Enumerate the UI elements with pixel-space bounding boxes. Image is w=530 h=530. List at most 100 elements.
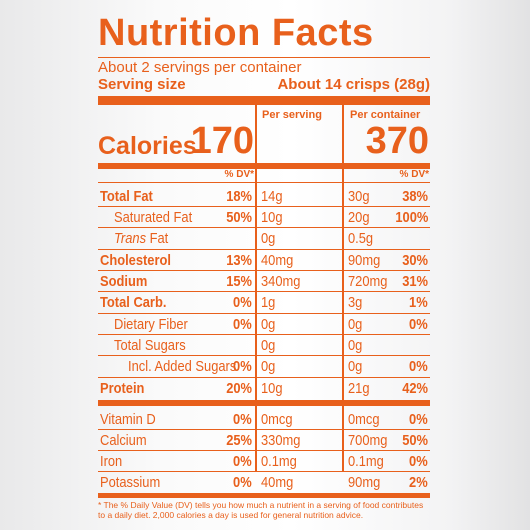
container-dv: 0% (409, 453, 428, 470)
title-rule (98, 57, 430, 58)
serving-dv: 50% (226, 209, 252, 226)
serving-dv: 18% (226, 188, 252, 205)
nutrient-label: Incl. Added Sugars (128, 358, 237, 375)
row-rule (98, 227, 430, 228)
calories-label: Calories (98, 132, 197, 160)
container-amount: 0.5g (348, 230, 374, 247)
container-dv: 0% (409, 358, 428, 375)
row-rule (98, 291, 430, 292)
container-dv: 38% (402, 188, 428, 205)
nutrient-label: Calcium (100, 432, 147, 449)
row-rule (98, 450, 430, 451)
serving-dv: 0% (233, 411, 252, 428)
trans-rest: Fat (146, 230, 169, 247)
nutrient-label: Potassium (100, 474, 161, 491)
serving-dv: 0% (233, 474, 252, 491)
thick-rule-bottom (98, 494, 430, 498)
serving-amount: 0.1mg (261, 453, 297, 470)
container-amount: 3g (348, 294, 363, 311)
serving-amount: 10g (261, 380, 283, 397)
nutrient-label: Protein (100, 380, 145, 397)
serving-amount: 0g (261, 358, 276, 375)
footnote: * The % Daily Value (DV) tells you how m… (98, 500, 424, 520)
nutrient-label: Saturated Fat (114, 209, 193, 226)
per-container-label: Per container (350, 109, 421, 121)
row-rule (98, 313, 430, 314)
container-dv: 1% (409, 294, 428, 311)
container-dv: 42% (402, 380, 428, 397)
nutrient-label: Iron (100, 453, 123, 470)
row-rule (98, 334, 430, 335)
row-rule (98, 206, 430, 207)
serving-dv: 20% (226, 380, 252, 397)
container-amount: 0g (348, 337, 363, 354)
serving-amount: 0g (261, 337, 276, 354)
nutrition-facts-title: Nutrition Facts (98, 12, 374, 54)
trans-italic: Trans (114, 230, 147, 247)
nutrient-label: Total Sugars (114, 337, 186, 354)
per-serving-label: Per serving (262, 109, 322, 121)
container-dv: 2% (409, 474, 428, 491)
dv-header-rule (98, 182, 430, 183)
serving-amount: 10g (261, 209, 283, 226)
container-amount: 20g (348, 209, 370, 226)
nutrient-label: Dietary Fiber (114, 316, 188, 333)
container-amount: 700mg (348, 432, 388, 449)
row-rule (98, 270, 430, 271)
row-rule (98, 429, 430, 430)
container-dv: 0% (409, 316, 428, 333)
serving-amount: 0g (261, 316, 276, 333)
thick-rule-calories (98, 163, 430, 169)
container-amount: 90mg (348, 252, 381, 269)
row-rule (98, 355, 430, 356)
nutrient-label: Sodium (100, 273, 148, 290)
serving-size-value: About 14 crisps (28g) (277, 76, 430, 93)
serving-dv: 13% (226, 252, 252, 269)
nutrient-label: Total Fat (100, 188, 153, 205)
row-rule (98, 377, 430, 378)
serving-amount: 340mg (261, 273, 301, 290)
serving-dv: 15% (226, 273, 252, 290)
column-divider-container (342, 105, 344, 472)
container-dv: 30% (402, 252, 428, 269)
container-dv: 50% (402, 432, 428, 449)
calories-per-container: 370 (365, 120, 429, 162)
row-rule (98, 400, 430, 406)
container-dv: 31% (402, 273, 428, 290)
servings-per-container: About 2 servings per container (98, 59, 302, 76)
thick-rule-top (98, 96, 430, 105)
container-dv: 100% (394, 209, 428, 226)
serving-dv: 25% (226, 432, 252, 449)
container-amount: 0mcg (348, 411, 380, 428)
dv-header-container: % DV* (399, 169, 429, 180)
serving-size-label: Serving size (98, 76, 186, 93)
serving-dv: 0% (233, 358, 252, 375)
nutrient-label: Total Carb. (100, 294, 167, 311)
nutrition-facts-panel: Nutrition Facts About 2 servings per con… (98, 10, 430, 522)
nutrient-label: Trans Fat (114, 231, 168, 246)
row-rule (98, 471, 430, 472)
container-amount: 21g (348, 380, 370, 397)
container-amount: 0g (348, 358, 363, 375)
calories-per-serving: 170 (190, 120, 254, 162)
nutrient-label: Vitamin D (100, 411, 156, 428)
container-amount: 0.1mg (348, 453, 384, 470)
serving-amount: 1g (261, 294, 276, 311)
container-amount: 0g (348, 316, 363, 333)
container-amount: 30g (348, 188, 370, 205)
serving-amount: 40mg (261, 252, 294, 269)
serving-dv: 0% (233, 294, 252, 311)
serving-dv: 0% (233, 453, 252, 470)
column-divider-serving (255, 105, 257, 472)
nutrient-label: Cholesterol (100, 252, 171, 269)
serving-amount: 40mg (261, 474, 294, 491)
container-dv: 0% (409, 411, 428, 428)
serving-amount: 0g (261, 230, 276, 247)
row-rule (98, 493, 430, 494)
dv-header-serving: % DV* (224, 169, 254, 180)
row-rule (98, 249, 430, 250)
serving-amount: 14g (261, 188, 283, 205)
serving-amount: 0mcg (261, 411, 293, 428)
serving-dv: 0% (233, 316, 252, 333)
serving-amount: 330mg (261, 432, 301, 449)
